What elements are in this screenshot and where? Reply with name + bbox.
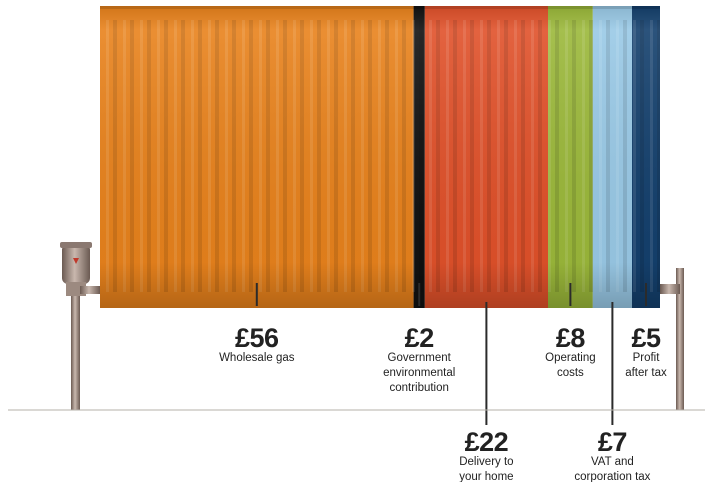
amount-operating-costs: £8	[556, 323, 586, 353]
label-delivery-to-your-home-line-2: your home	[459, 471, 513, 482]
amount-profit-after-tax: £5	[631, 323, 661, 353]
radiator-top-edge	[100, 6, 660, 9]
label-delivery-to-your-home-line-1: Delivery to	[459, 456, 513, 468]
amount-delivery-to-your-home: £22	[465, 427, 509, 457]
label-profit-after-tax-line-2: after tax	[625, 367, 667, 379]
amount-vat-and-corporation-tax: £7	[598, 427, 627, 457]
label-profit-after-tax-line-1: Profit	[633, 352, 661, 364]
label-leaders	[255, 283, 647, 425]
radiator-body	[100, 6, 660, 308]
right-valve	[660, 268, 684, 410]
left-valve	[60, 242, 100, 410]
label-vat-and-corporation-tax-line-1: VAT and	[591, 456, 634, 468]
label-government-environmental-contribution-line-1: Government	[388, 352, 452, 364]
label-government-environmental-contribution-line-3: contribution	[389, 382, 448, 394]
radiator-shading	[100, 6, 660, 308]
label-operating-costs-line-2: costs	[557, 367, 584, 379]
amount-government-environmental-contribution: £2	[405, 323, 434, 353]
label-government-environmental-contribution-line-2: environmental	[383, 367, 455, 379]
label-vat-and-corporation-tax-line-2: corporation tax	[574, 471, 650, 482]
label-wholesale-gas-line-1: Wholesale gas	[219, 352, 295, 364]
amount-wholesale-gas: £56	[235, 323, 279, 353]
label-operating-costs-line-1: Operating	[545, 352, 596, 364]
